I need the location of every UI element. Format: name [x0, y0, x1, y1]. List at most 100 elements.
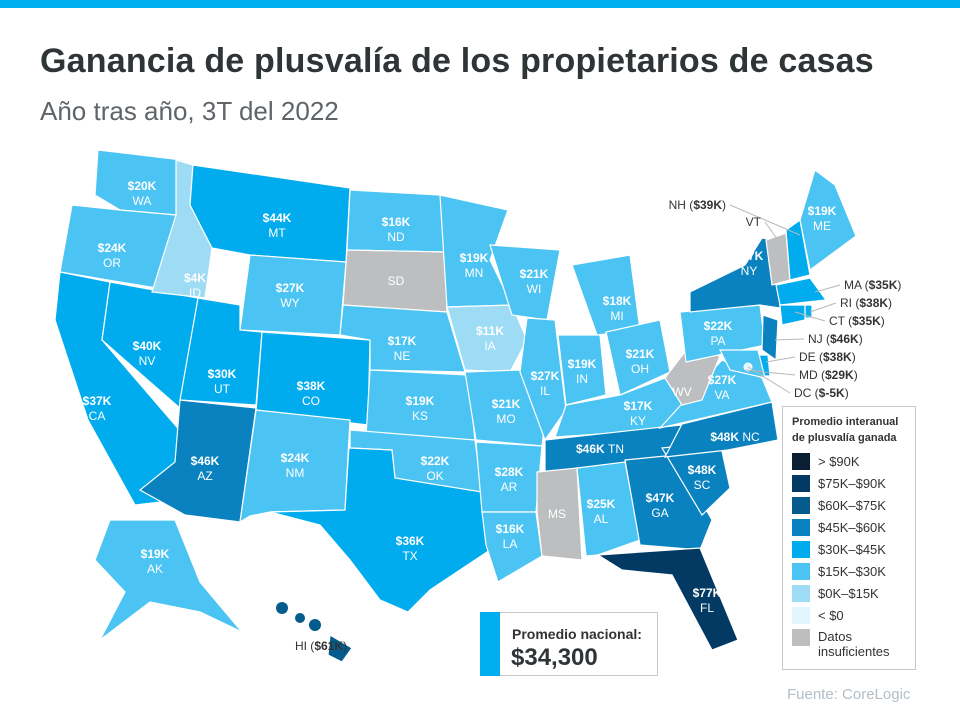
- state-ia: [446, 304, 528, 373]
- source-note: Fuente: CoreLogic: [787, 686, 911, 703]
- state-ms: [536, 467, 583, 561]
- state-abbr-mo: MO: [496, 412, 515, 426]
- state-abbr-or: OR: [103, 256, 121, 270]
- legend-swatch: [792, 497, 810, 514]
- legend-label: $15K–$30K: [818, 564, 886, 579]
- legend-swatch: [792, 607, 810, 624]
- state-value-wa: $20K: [128, 179, 157, 193]
- state-abbr-wa: WA: [133, 194, 152, 208]
- state-tx: [269, 429, 491, 613]
- state-ma: [775, 277, 828, 306]
- state-abbr-ok: OK: [426, 469, 443, 483]
- state-value-sc: $48K: [688, 463, 717, 477]
- legend-label: $0K–$15K: [818, 586, 879, 601]
- state-ak: [94, 519, 243, 641]
- state-callout-de: DE ($38K): [799, 350, 856, 364]
- state-abbr-wy: WY: [280, 296, 299, 310]
- state-callout-ma: MA ($35K): [844, 278, 901, 292]
- state-value-mn: $19K: [460, 251, 489, 265]
- state-value-ia: $11K: [476, 324, 504, 338]
- state-value-ne: $17K: [388, 334, 417, 348]
- state-hi: [327, 634, 353, 663]
- legend-label: $60K–$75K: [818, 498, 886, 513]
- legend-label: Datos insuficientes: [818, 629, 890, 659]
- leader-line-ma: [814, 284, 841, 293]
- state-value-or: $24K: [98, 241, 127, 255]
- state-value-va: $27K: [708, 373, 737, 387]
- legend-swatch: [792, 519, 810, 536]
- legend-title-line2: de plusvalía ganada: [792, 432, 897, 444]
- state-abbr-pa: PA: [710, 334, 725, 348]
- leader-line-ri: [809, 302, 837, 313]
- state-abbr-id: ID: [189, 286, 201, 300]
- state-value-ca: $37K: [83, 394, 112, 408]
- legend-item: $60K–$75K: [792, 495, 915, 516]
- state-hi-island: [295, 613, 305, 623]
- state-callout-nj: NJ ($46K): [808, 332, 863, 346]
- state-abbr-ca: CA: [89, 409, 106, 423]
- state-value-mt: $44K: [263, 211, 292, 225]
- legend-swatch: [792, 629, 810, 646]
- state-value-co: $38K: [297, 379, 326, 393]
- national-average-value: $34,300: [511, 644, 598, 671]
- state-mn: [439, 194, 513, 308]
- state-value-me: $19K: [808, 204, 837, 218]
- state-callout-md: MD ($29K): [799, 368, 858, 382]
- state-value-ar: $28K: [495, 465, 524, 479]
- state-value-wy: $27K: [276, 281, 305, 295]
- state-abbr-ut: UT: [214, 382, 231, 396]
- legend-item: $45K–$60K: [792, 517, 915, 538]
- state-value-ky: $17K: [624, 399, 653, 413]
- state-la: [481, 511, 543, 583]
- state-abbr-wv: WV: [672, 385, 691, 399]
- state-value-ut: $30K: [208, 367, 237, 381]
- state-value-ak: $19K: [141, 547, 170, 561]
- state-abbr-ms: MS: [548, 507, 566, 521]
- state-value-nv: $40K: [133, 339, 162, 353]
- state-abbr-al: AL: [594, 512, 609, 526]
- leader-line-nj: [774, 338, 805, 341]
- legend-items: > $90K $75K–$90K $60K–$75K $45K–$60K $30K–$4…: [792, 451, 915, 663]
- state-value-id: $4K: [184, 271, 206, 285]
- state-il: [519, 317, 567, 442]
- leader-line-dc: [747, 366, 791, 394]
- legend-swatch: [792, 453, 810, 470]
- state-abbr-fl: FL: [700, 601, 714, 615]
- state-abbr-ar: AR: [501, 480, 518, 494]
- state-abbr-ak: AK: [147, 562, 163, 576]
- state-value-la: $16K: [496, 522, 525, 536]
- state-value-wi: $21K: [520, 267, 549, 281]
- legend-label: < $0: [818, 608, 844, 623]
- state-az: [138, 399, 257, 523]
- top-accent-bar: [0, 0, 960, 8]
- state-value-nd: $16K: [382, 215, 411, 229]
- state-abbr-ia: IA: [484, 339, 495, 353]
- state-abbr-ne: NE: [394, 349, 411, 363]
- national-average-box: Promedio nacional: $34,300: [480, 612, 658, 676]
- state-value-tx: $36K: [396, 534, 425, 548]
- legend-swatch: [792, 475, 810, 492]
- state-label-tn: $46K TN: [576, 442, 624, 456]
- state-value-mi: $18K: [603, 294, 632, 308]
- state-fl: [596, 547, 739, 651]
- legend-label: $75K–$90K: [818, 476, 886, 491]
- state-value-mo: $21K: [492, 397, 521, 411]
- state-abbr-va: VA: [714, 388, 729, 402]
- state-hi-island: [309, 619, 321, 631]
- state-abbr-oh: OH: [631, 362, 649, 376]
- state-value-ks: $19K: [406, 394, 435, 408]
- state-in: [557, 334, 607, 406]
- leader-line-vt: [764, 221, 779, 241]
- legend-item: $15K–$30K: [792, 561, 915, 582]
- state-abbr-il: IL: [540, 384, 550, 398]
- state-value-ga: $47K: [646, 491, 675, 505]
- state-value-oh: $21K: [626, 347, 655, 361]
- state-abbr-nd: ND: [387, 230, 405, 244]
- leader-line-nh: [729, 204, 801, 236]
- state-label-nc: $48K NC: [710, 430, 760, 444]
- state-value-fl: $77K: [693, 586, 722, 600]
- state-abbr-tx: TX: [402, 549, 417, 563]
- state-abbr-az: AZ: [197, 469, 212, 483]
- state-abbr-ky: KY: [630, 414, 646, 428]
